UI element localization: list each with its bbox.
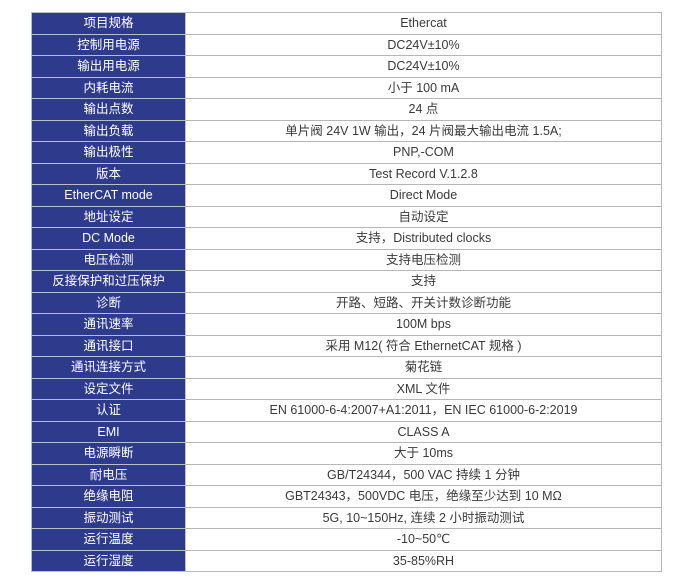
spec-label-cell: 认证 bbox=[31, 399, 186, 422]
spec-value-cell: GB/T24344，500 VAC 持续 1 分钟 bbox=[185, 463, 662, 486]
spec-label-cell: EMI bbox=[31, 420, 186, 443]
spec-value-cell: EN 61000-6-4:2007+A1:2011，EN IEC 61000-6… bbox=[185, 399, 662, 422]
spec-value-cell: Ethercat bbox=[185, 12, 662, 35]
spec-label-cell: 地址设定 bbox=[31, 205, 186, 228]
spec-value-cell: 支持 bbox=[185, 270, 662, 293]
spec-label-cell: 输出用电源 bbox=[31, 55, 186, 78]
spec-value-cell: 单片阀 24V 1W 输出，24 片阀最大输出电流 1.5A; bbox=[185, 119, 662, 142]
spec-value-cell: PNP,-COM bbox=[185, 141, 662, 164]
spec-value-cell: 自动设定 bbox=[185, 205, 662, 228]
table-row: 项目规格 Ethercat bbox=[31, 12, 662, 35]
spec-value-cell: CLASS A bbox=[185, 420, 662, 443]
spec-label-cell: 设定文件 bbox=[31, 377, 186, 400]
table-row: 输出负载 单片阀 24V 1W 输出，24 片阀最大输出电流 1.5A; bbox=[31, 119, 662, 142]
spec-label-cell: 振动测试 bbox=[31, 506, 186, 529]
spec-value-cell: XML 文件 bbox=[185, 377, 662, 400]
spec-value-cell: DC24V±10% bbox=[185, 33, 662, 56]
table-row: DC Mode 支持，Distributed clocks bbox=[31, 227, 662, 250]
spec-value-cell: -10~50℃ bbox=[185, 528, 662, 551]
spec-label-cell: 耐电压 bbox=[31, 463, 186, 486]
spec-label-cell: 诊断 bbox=[31, 291, 186, 314]
spec-label-cell: 通讯速率 bbox=[31, 313, 186, 336]
spec-label-cell: 输出极性 bbox=[31, 141, 186, 164]
table-row: 诊断 开路、短路、开关计数诊断功能 bbox=[31, 291, 662, 314]
table-row: 电源瞬断 大于 10ms bbox=[31, 442, 662, 465]
table-row: 通讯接口 采用 M12( 符合 EthernetCAT 规格 ) bbox=[31, 334, 662, 357]
table-row: 反接保护和过压保护 支持 bbox=[31, 270, 662, 293]
spec-table-body: 项目规格 Ethercat 控制用电源 DC24V±10% 输出用电源 DC24V±10%… bbox=[31, 12, 662, 572]
table-row: 运行温度 -10~50℃ bbox=[31, 528, 662, 551]
table-row: 内耗电流 小于 100 mA bbox=[31, 76, 662, 99]
spec-label-cell: 内耗电流 bbox=[31, 76, 186, 99]
spec-label-cell: 输出负载 bbox=[31, 119, 186, 142]
spec-value-cell: 大于 10ms bbox=[185, 442, 662, 465]
table-row: EtherCAT mode Direct Mode bbox=[31, 184, 662, 207]
spec-value-cell: 小于 100 mA bbox=[185, 76, 662, 99]
spec-label-cell: EtherCAT mode bbox=[31, 184, 186, 207]
spec-label-cell: 反接保护和过压保护 bbox=[31, 270, 186, 293]
spec-value-cell: 5G, 10~150Hz, 连续 2 小时振动测试 bbox=[185, 506, 662, 529]
spec-value-cell: 24 点 bbox=[185, 98, 662, 121]
spec-label-cell: 通讯连接方式 bbox=[31, 356, 186, 379]
spec-table: 项目规格 Ethercat 控制用电源 DC24V±10% 输出用电源 DC24V±10%… bbox=[31, 12, 662, 572]
spec-value-cell: 100M bps bbox=[185, 313, 662, 336]
table-row: 设定文件 XML 文件 bbox=[31, 377, 662, 400]
spec-value-cell: 支持电压检测 bbox=[185, 248, 662, 271]
table-row: 耐电压 GB/T24344，500 VAC 持续 1 分钟 bbox=[31, 463, 662, 486]
table-row: 振动测试 5G, 10~150Hz, 连续 2 小时振动测试 bbox=[31, 506, 662, 529]
table-row: 输出点数 24 点 bbox=[31, 98, 662, 121]
spec-value-cell: 支持，Distributed clocks bbox=[185, 227, 662, 250]
spec-label-cell: 项目规格 bbox=[31, 12, 186, 35]
spec-value-cell: Test Record V.1.2.8 bbox=[185, 162, 662, 185]
table-row: 电压检测 支持电压检测 bbox=[31, 248, 662, 271]
table-row: 输出用电源 DC24V±10% bbox=[31, 55, 662, 78]
spec-value-cell: DC24V±10% bbox=[185, 55, 662, 78]
spec-value-cell: 菊花链 bbox=[185, 356, 662, 379]
spec-label-cell: 输出点数 bbox=[31, 98, 186, 121]
spec-value-cell: 采用 M12( 符合 EthernetCAT 规格 ) bbox=[185, 334, 662, 357]
spec-label-cell: 电压检测 bbox=[31, 248, 186, 271]
table-row: 认证 EN 61000-6-4:2007+A1:2011，EN IEC 61000… bbox=[31, 399, 662, 422]
spec-value-cell: 35-85%RH bbox=[185, 549, 662, 572]
spec-value-cell: 开路、短路、开关计数诊断功能 bbox=[185, 291, 662, 314]
spec-label-cell: 运行温度 bbox=[31, 528, 186, 551]
table-row: 地址设定 自动设定 bbox=[31, 205, 662, 228]
spec-label-cell: DC Mode bbox=[31, 227, 186, 250]
spec-label-cell: 绝缘电阻 bbox=[31, 485, 186, 508]
table-row: 运行湿度 35-85%RH bbox=[31, 549, 662, 572]
spec-label-cell: 通讯接口 bbox=[31, 334, 186, 357]
spec-label-cell: 版本 bbox=[31, 162, 186, 185]
spec-label-cell: 控制用电源 bbox=[31, 33, 186, 56]
table-row: EMI CLASS A bbox=[31, 420, 662, 443]
table-row: 通讯速率 100M bps bbox=[31, 313, 662, 336]
table-row: 输出极性 PNP,-COM bbox=[31, 141, 662, 164]
table-row: 控制用电源 DC24V±10% bbox=[31, 33, 662, 56]
table-row: 版本 Test Record V.1.2.8 bbox=[31, 162, 662, 185]
spec-label-cell: 运行湿度 bbox=[31, 549, 186, 572]
table-row: 通讯连接方式 菊花链 bbox=[31, 356, 662, 379]
spec-value-cell: GBT24343，500VDC 电压，绝缘至少达到 10 MΩ bbox=[185, 485, 662, 508]
spec-label-cell: 电源瞬断 bbox=[31, 442, 186, 465]
spec-value-cell: Direct Mode bbox=[185, 184, 662, 207]
table-row: 绝缘电阻 GBT24343，500VDC 电压，绝缘至少达到 10 MΩ bbox=[31, 485, 662, 508]
